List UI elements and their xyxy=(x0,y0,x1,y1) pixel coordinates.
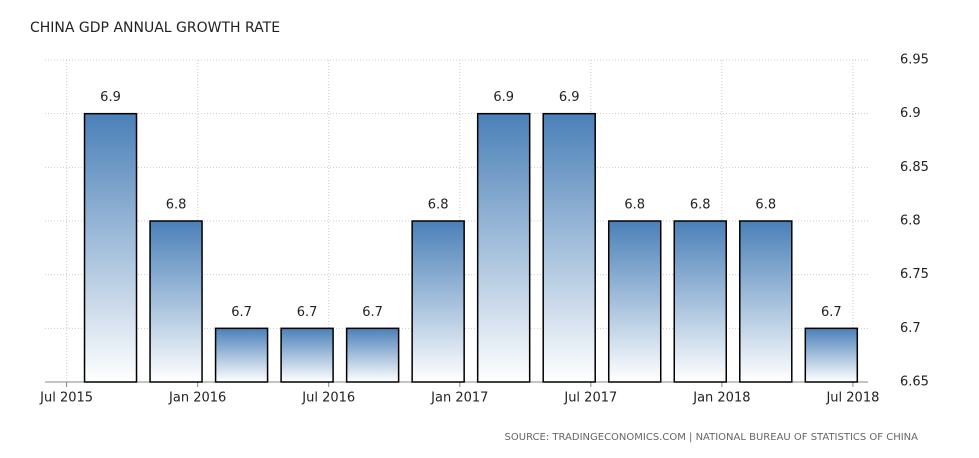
value-label: 6.7 xyxy=(821,305,842,320)
bar xyxy=(411,220,465,383)
bar xyxy=(804,327,859,383)
chart-title: CHINA GDP ANNUAL GROWTH RATE xyxy=(30,20,280,36)
x-tick-label: Jul 2017 xyxy=(563,391,617,406)
bar xyxy=(280,327,334,383)
x-tick-label: Jan 2018 xyxy=(692,391,750,406)
value-label: 6.8 xyxy=(428,198,449,213)
bar xyxy=(673,220,728,383)
value-label: 6.8 xyxy=(166,198,187,213)
value-label: 6.7 xyxy=(231,305,252,320)
value-label: 6.9 xyxy=(559,90,580,105)
value-label: 6.8 xyxy=(624,198,645,213)
bar xyxy=(214,327,269,383)
x-tick-label: Jul 2016 xyxy=(301,391,355,406)
x-tick-label: Jan 2017 xyxy=(430,391,488,406)
y-tick-label: 6.9 xyxy=(900,106,921,121)
bar xyxy=(476,112,531,383)
y-tick-label: 6.8 xyxy=(900,214,921,229)
x-tick-label: Jul 2018 xyxy=(825,391,879,406)
value-label: 6.8 xyxy=(690,198,711,213)
y-tick-label: 6.65 xyxy=(900,375,929,390)
y-tick-label: 6.95 xyxy=(900,53,929,68)
bar xyxy=(607,220,662,383)
bar xyxy=(542,112,596,383)
value-label: 6.7 xyxy=(362,305,383,320)
bar xyxy=(739,220,793,383)
value-label: 6.7 xyxy=(297,305,318,320)
value-label: 6.9 xyxy=(493,90,514,105)
bar xyxy=(345,327,400,383)
x-tick-label: Jul 2015 xyxy=(39,391,93,406)
bar xyxy=(149,220,203,383)
y-tick-label: 6.75 xyxy=(900,267,929,282)
bar xyxy=(83,112,138,383)
value-label: 6.9 xyxy=(100,90,121,105)
source: SOURCE: TRADINGECONOMICS.COM | NATIONAL … xyxy=(505,432,919,443)
value-label: 6.8 xyxy=(755,198,776,213)
y-tick-label: 6.7 xyxy=(900,321,921,336)
y-tick-label: 6.85 xyxy=(900,160,929,175)
x-tick-label: Jan 2016 xyxy=(168,391,226,406)
